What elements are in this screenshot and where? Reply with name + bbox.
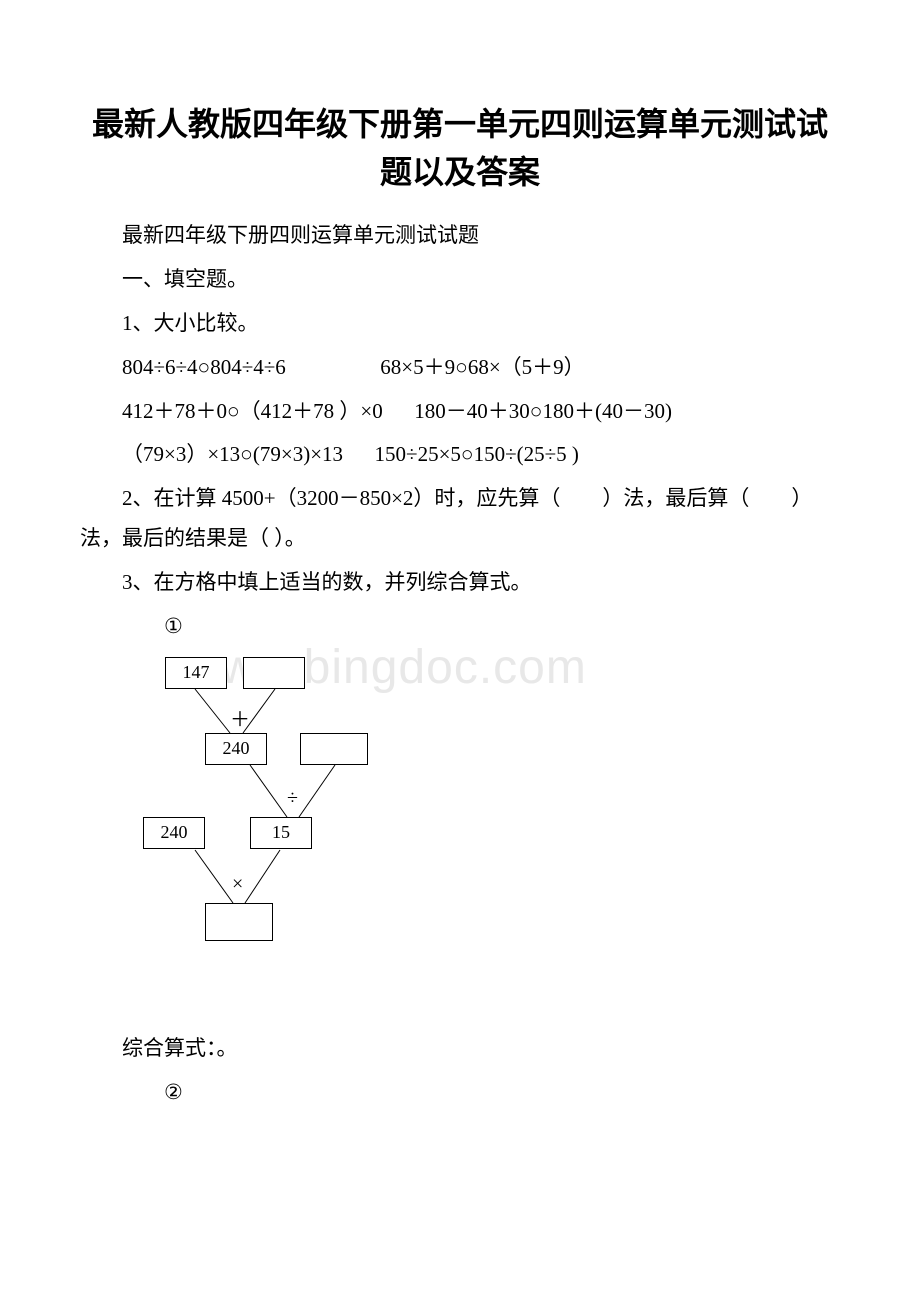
subtitle-text: 最新四年级下册四则运算单元测试试题 [80, 216, 840, 256]
box-top-right [243, 657, 305, 689]
q1-r1-right: 68×5＋9○68×（5＋9） [380, 355, 584, 379]
box-mid-left: 240 [205, 733, 267, 765]
question-3-text: 3、在方格中填上适当的数，并列综合算式。 [80, 563, 840, 603]
circle-num-1: ① [122, 607, 183, 647]
document-content: 最新人教版四年级下册第一单元四则运算单元测试试题以及答案 最新四年级下册四则运算… [80, 100, 840, 1113]
q1-r2-right: 180－40＋30○180＋(40－30) [414, 399, 672, 423]
box-low-left: 240 [143, 817, 205, 849]
q1-row2: 412＋78＋0○（412＋78 ）×0 180－40＋30○180＋(40－3… [80, 392, 840, 432]
q1-r3-left: （79×3）×13○(79×3)×13 [122, 442, 343, 466]
q1-r2-left: 412＋78＋0○（412＋78 ）×0 [122, 399, 383, 423]
q1-row3: （79×3）×13○(79×3)×13 150÷25×5○150÷(25÷5 ) [80, 435, 840, 475]
calculation-diagram: 147 ＋ 240 ÷ 240 15 × [135, 655, 395, 1005]
box-mid-right [300, 733, 368, 765]
q1-r3-right: 150÷25×5○150÷(25÷5 ) [375, 442, 579, 466]
circle-1-label: ① [80, 607, 840, 647]
operator-divide: ÷ [287, 787, 298, 810]
question-2-text: 2、在计算 4500+（3200－850×2）时，应先算（ ）法，最后算（ ）法… [80, 479, 840, 559]
question-1-label: 1、大小比较。 [80, 304, 840, 344]
q1-row1: 804÷6÷4○804÷4÷6 68×5＋9○68×（5＋9） [80, 348, 840, 388]
circle-2-label: ② [80, 1073, 840, 1113]
operator-plus: ＋ [230, 703, 250, 732]
section-1-heading: 一、填空题。 [80, 260, 840, 300]
answer-label: 综合算式：。 [80, 1029, 840, 1069]
diagram-1-container: 147 ＋ 240 ÷ 240 15 × [135, 655, 840, 1005]
box-bottom [205, 903, 273, 941]
box-low-right: 15 [250, 817, 312, 849]
document-title: 最新人教版四年级下册第一单元四则运算单元测试试题以及答案 [80, 100, 840, 196]
operator-multiply: × [232, 873, 243, 896]
circle-num-2: ② [122, 1073, 183, 1113]
q1-r1-left: 804÷6÷4○804÷4÷6 [122, 355, 286, 379]
box-top-left: 147 [165, 657, 227, 689]
